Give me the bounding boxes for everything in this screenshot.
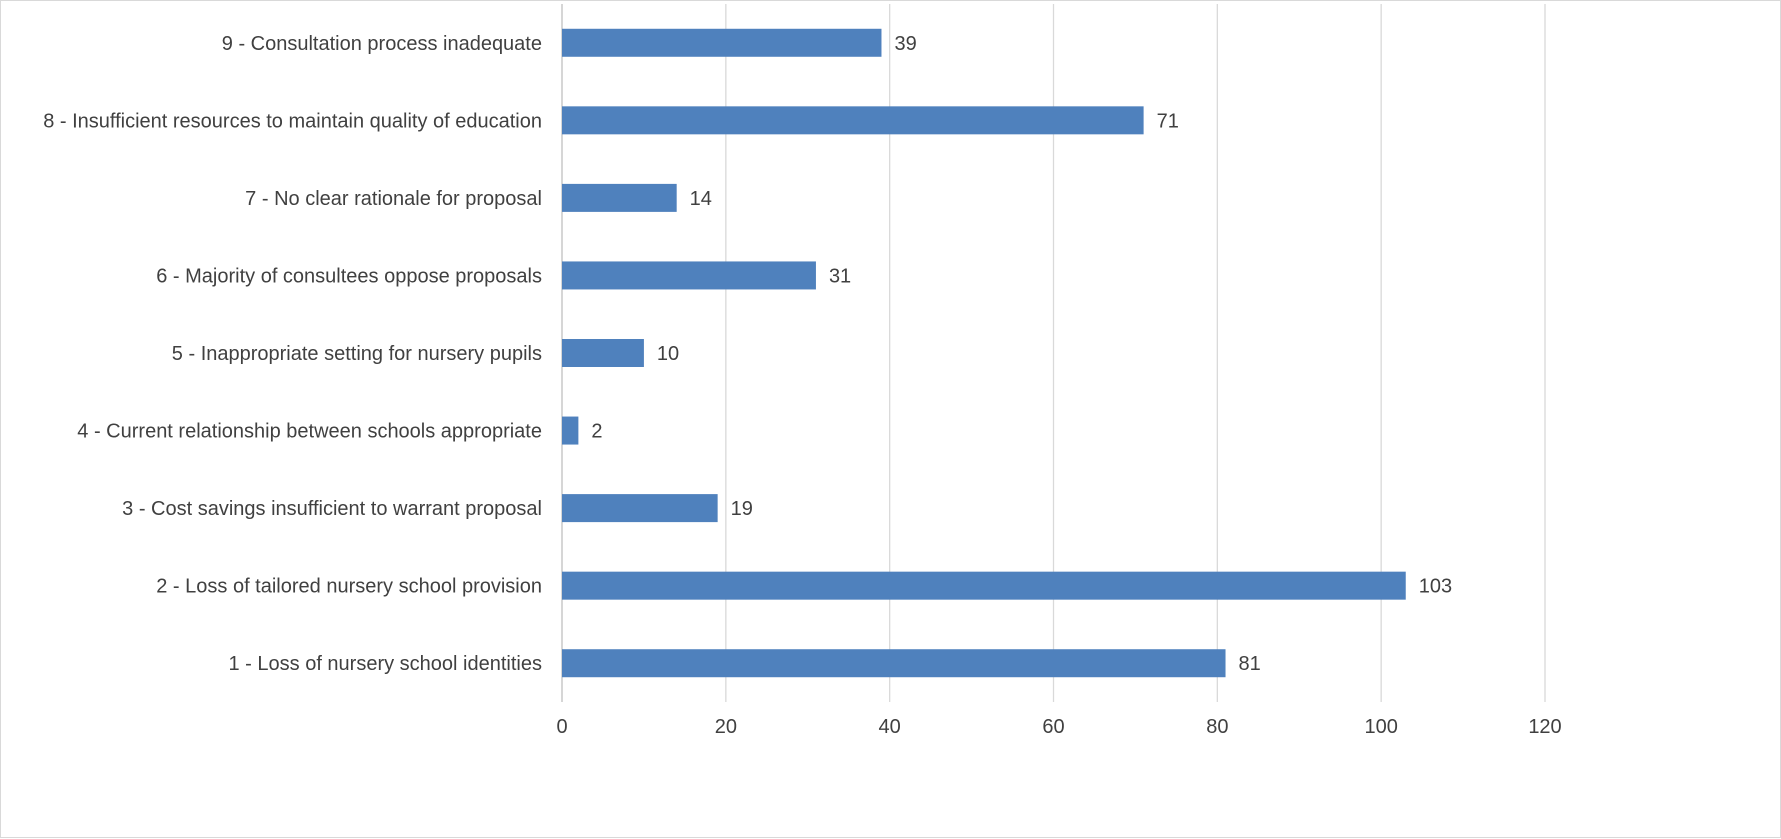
x-tick-labels: 0 20 40 60 80 100 120 [556, 716, 1561, 738]
bar [562, 571, 1406, 600]
bar [562, 106, 1144, 135]
bar [562, 649, 1226, 678]
data-label: 14 [690, 188, 712, 210]
x-tick-label: 120 [1528, 716, 1561, 738]
category-label: 4 - Current relationship between schools… [77, 421, 542, 443]
bar [562, 339, 644, 367]
x-tick-label: 80 [1206, 716, 1228, 738]
category-label: 3 - Cost savings insufficient to warrant… [122, 498, 542, 520]
data-label: 71 [1157, 110, 1179, 132]
data-label: 10 [657, 343, 679, 365]
data-labels: 81 103 19 2 10 31 14 71 39 [591, 33, 1452, 675]
category-labels: 1 - Loss of nursery school identities 2 -… [43, 33, 542, 675]
x-tick-label: 20 [715, 716, 737, 738]
bar [562, 261, 816, 290]
bar [562, 416, 579, 445]
category-label: 9 - Consultation process inadequate [222, 33, 542, 55]
bars [562, 28, 1406, 678]
bar [562, 494, 718, 523]
category-label: 8 - Insufficient resources to maintain q… [43, 110, 542, 132]
x-tick-label: 0 [556, 716, 567, 738]
category-label: 2 - Loss of tailored nursery school prov… [156, 576, 542, 598]
data-label: 31 [829, 265, 851, 287]
bar [562, 28, 882, 57]
x-tick-label: 60 [1042, 716, 1064, 738]
data-label: 39 [894, 33, 916, 55]
category-label: 6 - Majority of consultees oppose propos… [156, 265, 542, 287]
category-label: 7 - No clear rationale for proposal [245, 188, 542, 210]
data-label: 19 [731, 498, 753, 520]
x-tick-label: 40 [879, 716, 901, 738]
category-label: 1 - Loss of nursery school identities [229, 653, 543, 675]
data-label: 81 [1239, 653, 1261, 675]
data-label: 103 [1419, 576, 1452, 598]
category-label: 5 - Inappropriate setting for nursery pu… [172, 343, 542, 365]
data-label: 2 [591, 421, 602, 443]
x-tick-label: 100 [1364, 716, 1397, 738]
bar [562, 183, 677, 212]
